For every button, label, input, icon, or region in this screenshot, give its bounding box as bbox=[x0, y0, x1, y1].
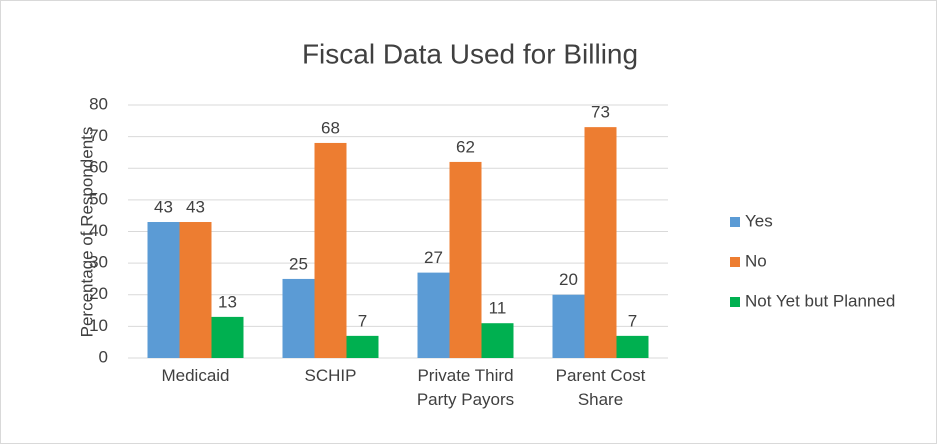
x-tick-label: Parent Cost Share bbox=[555, 366, 646, 409]
data-label: 11 bbox=[489, 299, 507, 318]
bar bbox=[179, 222, 212, 358]
legend-label: Not Yet but Planned bbox=[745, 291, 895, 310]
bar bbox=[552, 294, 585, 358]
bar bbox=[481, 323, 514, 358]
legend-swatch bbox=[730, 257, 740, 267]
bar bbox=[584, 127, 617, 358]
y-axis-label: Percentage of Respondents bbox=[77, 127, 96, 338]
data-label: 43 bbox=[154, 197, 173, 216]
legend-swatch bbox=[730, 217, 740, 227]
data-label: 7 bbox=[358, 311, 367, 330]
data-label: 62 bbox=[456, 137, 475, 156]
bar bbox=[282, 278, 315, 358]
y-tick-label: 0 bbox=[99, 347, 108, 366]
y-tick-label: 70 bbox=[89, 126, 108, 145]
x-tick-label: SCHIP bbox=[304, 366, 357, 385]
legend-label: No bbox=[745, 251, 767, 270]
legend-label: Yes bbox=[745, 211, 773, 230]
y-tick-label: 40 bbox=[89, 221, 108, 240]
data-label: 13 bbox=[218, 292, 237, 311]
x-tick-label: Private Third Party Payors bbox=[416, 366, 515, 409]
bar bbox=[417, 272, 450, 358]
y-tick-label: 80 bbox=[89, 94, 108, 113]
y-tick-label: 10 bbox=[89, 316, 108, 335]
bar bbox=[449, 161, 482, 358]
y-tick-label: 60 bbox=[89, 158, 108, 177]
data-label: 20 bbox=[559, 270, 578, 289]
bar bbox=[314, 142, 347, 358]
bar bbox=[616, 335, 649, 358]
bar bbox=[211, 316, 244, 358]
bar bbox=[346, 335, 379, 358]
y-tick-label: 50 bbox=[89, 189, 108, 208]
chart-title: Fiscal Data Used for Billing bbox=[302, 38, 638, 69]
data-label: 27 bbox=[424, 248, 443, 267]
legend-swatch bbox=[730, 297, 740, 307]
data-label: 7 bbox=[628, 311, 637, 330]
data-label: 43 bbox=[186, 197, 205, 216]
data-label: 73 bbox=[591, 103, 610, 122]
x-tick-label: Medicaid bbox=[161, 366, 230, 385]
data-label: 68 bbox=[321, 118, 340, 137]
y-tick-label: 30 bbox=[89, 253, 108, 272]
bar bbox=[147, 222, 180, 358]
data-label: 25 bbox=[289, 254, 308, 273]
y-tick-label: 20 bbox=[89, 284, 108, 303]
